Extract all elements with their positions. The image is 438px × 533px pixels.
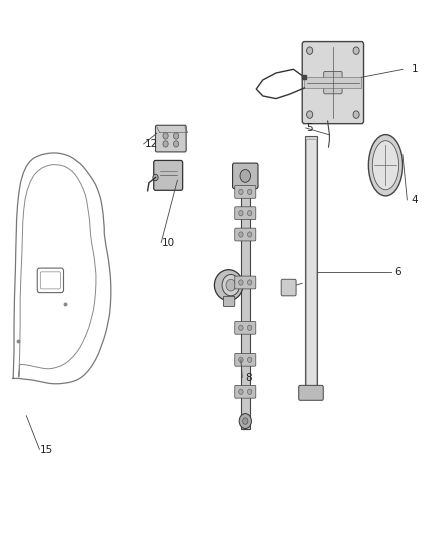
FancyBboxPatch shape <box>223 296 235 306</box>
Text: 10: 10 <box>162 238 175 247</box>
Text: 12: 12 <box>145 139 158 149</box>
Circle shape <box>353 111 359 118</box>
Circle shape <box>247 325 252 330</box>
Circle shape <box>239 280 243 285</box>
Text: 4: 4 <box>412 195 418 205</box>
FancyBboxPatch shape <box>299 385 323 400</box>
Ellipse shape <box>372 141 399 190</box>
Bar <box>305 136 317 389</box>
Text: 1: 1 <box>412 64 418 74</box>
Text: 5: 5 <box>307 123 313 133</box>
Circle shape <box>163 133 168 139</box>
Circle shape <box>239 189 243 195</box>
Circle shape <box>163 141 168 147</box>
Circle shape <box>239 325 243 330</box>
Circle shape <box>239 211 243 216</box>
Bar <box>241 171 250 429</box>
FancyBboxPatch shape <box>235 276 256 289</box>
Circle shape <box>243 418 248 424</box>
Circle shape <box>307 111 313 118</box>
FancyArrowPatch shape <box>290 283 302 287</box>
Circle shape <box>153 174 158 181</box>
Circle shape <box>239 414 251 429</box>
Circle shape <box>247 389 252 394</box>
FancyBboxPatch shape <box>235 207 256 220</box>
Circle shape <box>222 274 240 296</box>
Bar <box>306 139 316 386</box>
Circle shape <box>307 47 313 54</box>
Circle shape <box>247 357 252 362</box>
FancyBboxPatch shape <box>154 160 183 190</box>
Circle shape <box>239 357 243 362</box>
FancyBboxPatch shape <box>233 163 258 189</box>
FancyBboxPatch shape <box>302 42 364 124</box>
FancyBboxPatch shape <box>324 71 342 94</box>
FancyBboxPatch shape <box>235 353 256 366</box>
Circle shape <box>239 232 243 237</box>
Text: 15: 15 <box>39 446 53 455</box>
Circle shape <box>239 389 243 394</box>
Circle shape <box>247 189 252 195</box>
Ellipse shape <box>214 270 243 301</box>
FancyBboxPatch shape <box>235 321 256 334</box>
FancyBboxPatch shape <box>155 125 186 152</box>
Bar <box>304 77 361 88</box>
Circle shape <box>173 133 179 139</box>
Circle shape <box>247 280 252 285</box>
Text: 8: 8 <box>245 374 252 383</box>
Circle shape <box>247 211 252 216</box>
FancyBboxPatch shape <box>235 228 256 241</box>
Circle shape <box>353 47 359 54</box>
Circle shape <box>247 232 252 237</box>
Text: 6: 6 <box>394 267 401 277</box>
Circle shape <box>240 169 251 182</box>
FancyBboxPatch shape <box>235 385 256 398</box>
Ellipse shape <box>368 134 403 196</box>
FancyBboxPatch shape <box>235 185 256 198</box>
FancyBboxPatch shape <box>281 279 296 296</box>
Circle shape <box>173 141 179 147</box>
Circle shape <box>226 279 236 291</box>
